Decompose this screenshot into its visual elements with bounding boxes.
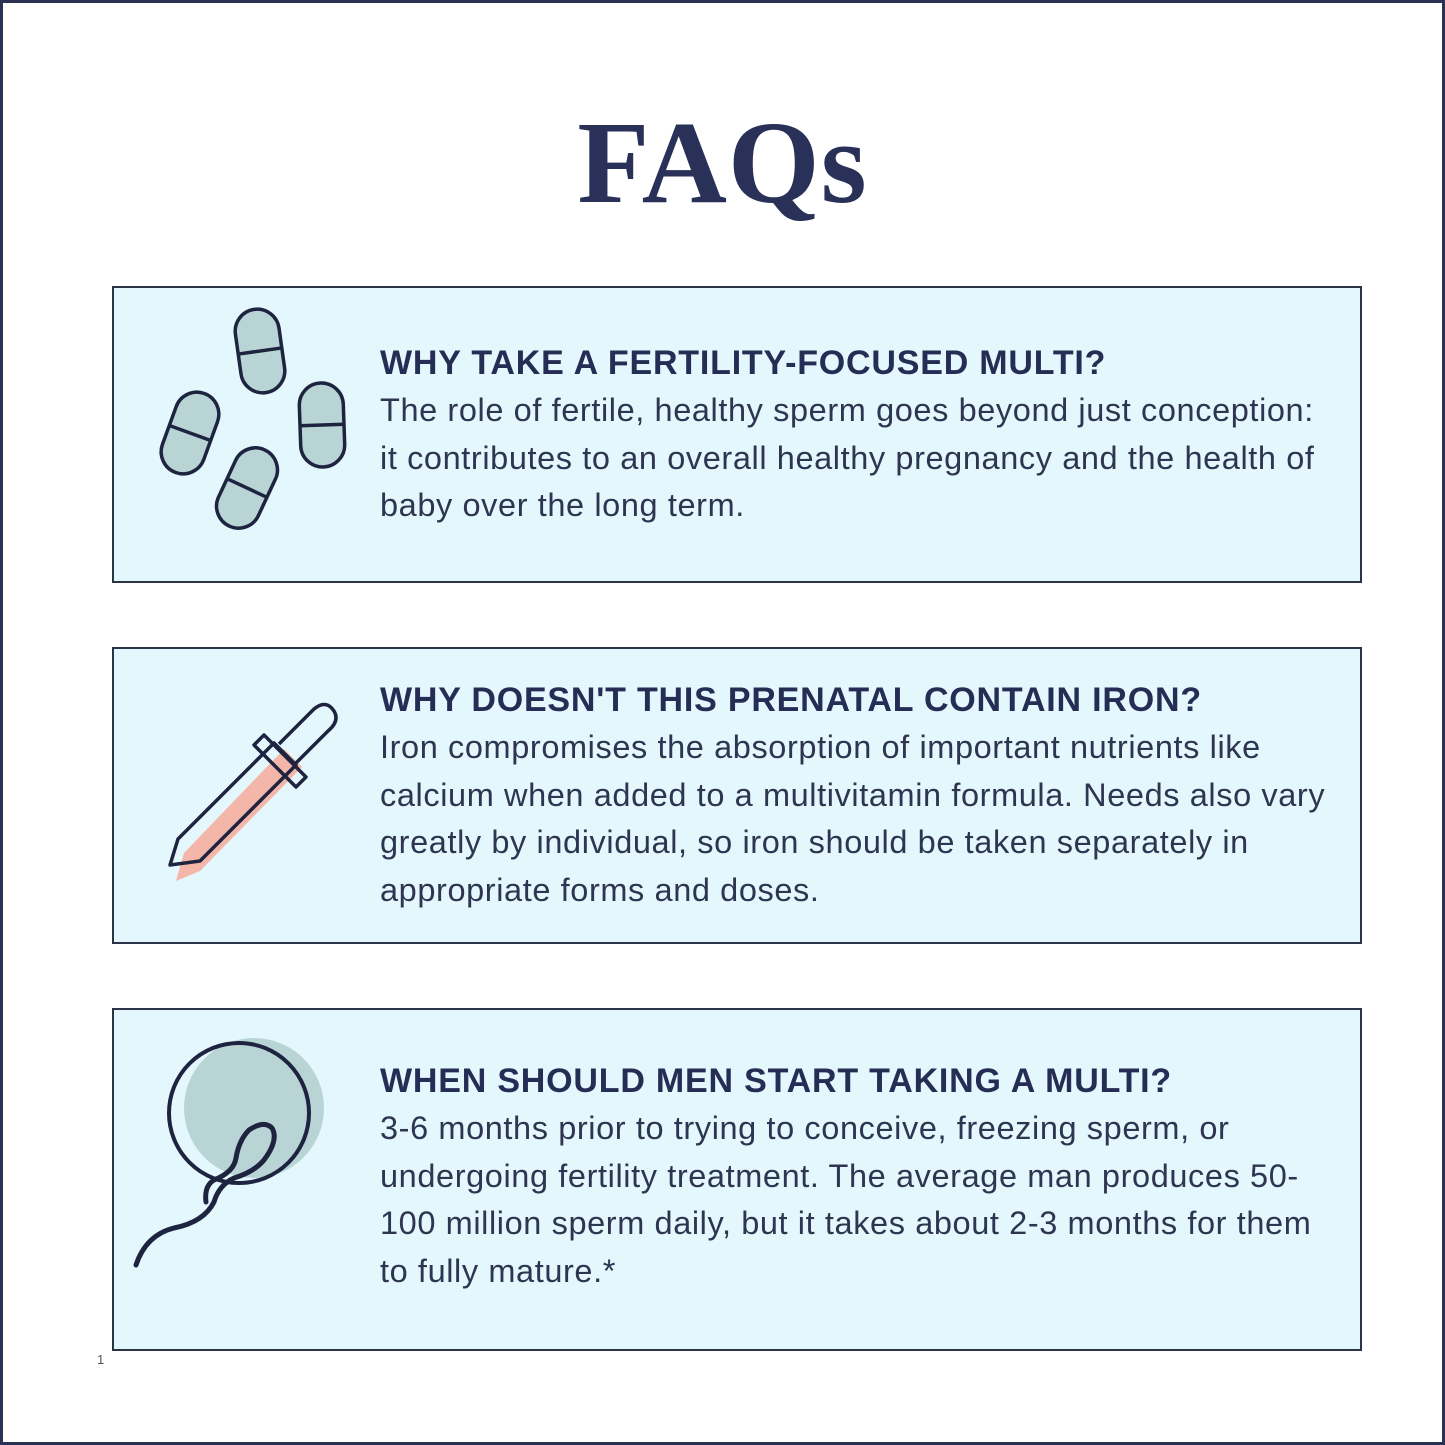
faq-answer: Iron compromises the absorption of impor…	[380, 729, 1326, 908]
dropper-icon	[168, 702, 338, 881]
sperm-icon	[133, 1038, 324, 1268]
faq-answer: 3-6 months prior to trying to conceive, …	[380, 1110, 1312, 1289]
faq-card-1: WHY TAKE A FERTILITY-FOCUSED MULTI? The …	[112, 286, 1362, 583]
faq-question: WHY DOESN'T THIS PRENATAL CONTAIN IRON?	[380, 681, 1202, 719]
page-title: FAQs	[577, 97, 868, 228]
faq-question: WHY TAKE A FERTILITY-FOCUSED MULTI?	[380, 344, 1107, 382]
faq-card-3: WHEN SHOULD MEN START TAKING A MULTI? 3-…	[112, 1008, 1362, 1351]
faq-answer: The role of fertile, healthy sperm goes …	[380, 392, 1315, 523]
faq-card-2: WHY DOESN'T THIS PRENATAL CONTAIN IRON? …	[112, 647, 1362, 944]
faq-question: WHEN SHOULD MEN START TAKING A MULTI?	[380, 1062, 1172, 1100]
footnote-marker: 1	[97, 1352, 105, 1367]
pills-icon	[159, 307, 347, 530]
